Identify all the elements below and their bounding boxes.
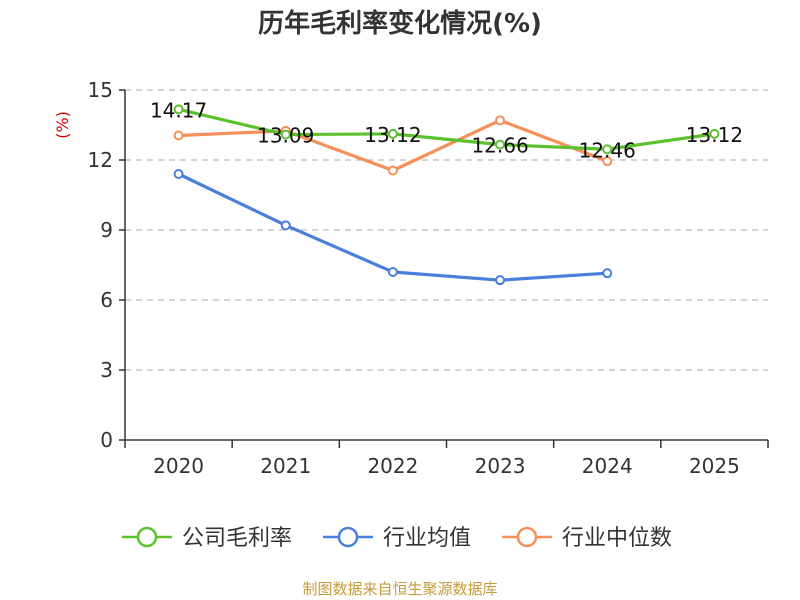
data-point [173,104,184,115]
data-point [602,156,613,167]
y-tick-label: 12 [88,148,113,172]
legend-marker [136,526,158,548]
grid-lines [125,89,768,371]
axes: 0 3 6 9 12 15 2020 2021 2022 2023 2024 2025 [88,78,769,478]
data-label: 13.12 [364,123,421,147]
y-tick-label: 6 [100,288,113,312]
x-tick-label: 2022 [367,454,418,478]
legend-marker [516,526,538,548]
data-point [280,220,291,231]
data-point [709,128,720,139]
data-point [173,169,184,179]
data-point [495,139,506,150]
series-line [177,172,608,282]
x-tick-label: 2024 [582,454,633,478]
legend-label: 行业中位数 [562,526,672,551]
y-tick-label: 0 [100,428,113,452]
x-tick-label: 2025 [689,454,740,478]
data-labels: 14.17 13.09 13.12 12.66 12.46 13.12 [150,98,743,162]
data-point [602,144,613,155]
x-tick-label: 2023 [475,454,526,478]
data-point [602,268,613,279]
y-axis-label: (%) [53,111,72,139]
data-label: 13.12 [686,123,743,147]
y-tick-label: 9 [100,218,113,242]
y-tick-label: 15 [88,78,113,102]
data-point [495,115,506,126]
legend-label: 行业均值 [383,526,471,551]
data-point [173,130,184,141]
legend-label: 公司毛利率 [182,526,292,551]
chart-title: 历年毛利率变化情况(%) [258,8,542,39]
series-line [178,107,715,151]
x-tick-label: 2020 [153,454,204,478]
data-label: 14.17 [150,98,207,122]
x-tick-label: 2021 [260,454,311,478]
data-label: 13.09 [257,124,314,148]
data-point [495,275,506,286]
y-tick-label: 3 [100,358,113,382]
data-point [387,267,398,277]
data-label: 12.66 [471,134,528,158]
series-lines [173,104,720,286]
legend-marker [337,526,359,548]
data-point [387,128,398,139]
legend: 公司毛利率 行业均值 行业中位数 [122,526,672,551]
data-point [387,165,398,176]
data-point [280,129,291,140]
data-source-note: 制图数据来自恒生聚源数据库 [302,580,497,598]
data-label: 12.46 [579,138,636,162]
